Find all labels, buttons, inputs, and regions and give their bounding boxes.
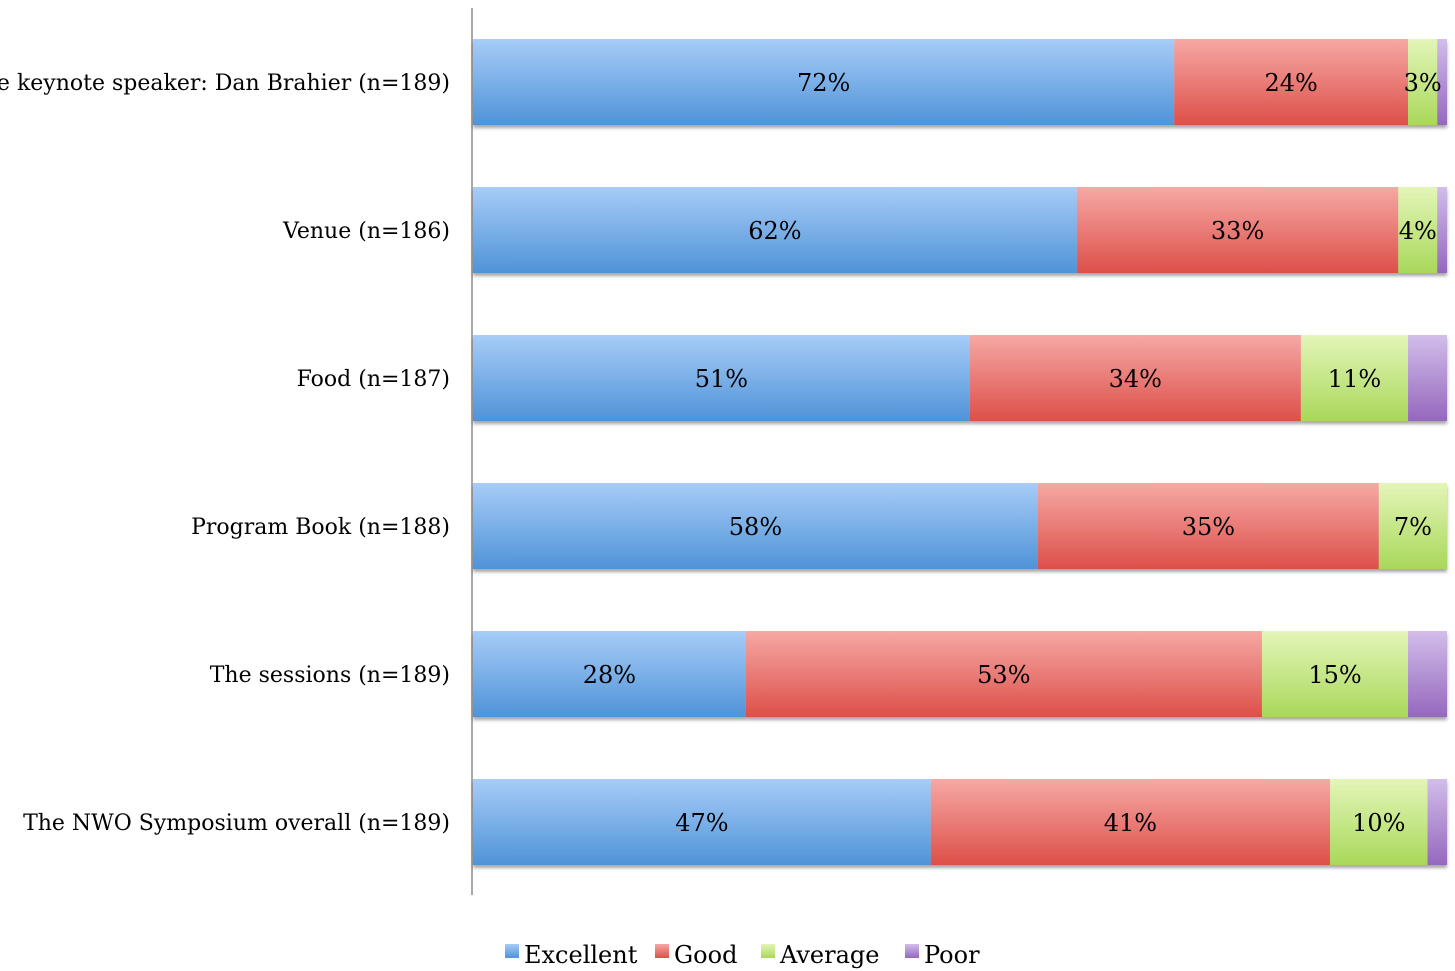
bar-segment-good xyxy=(1037,483,1379,569)
bar-segment-poor xyxy=(1427,779,1447,865)
data-label: 10% xyxy=(1352,809,1405,837)
data-label: 47% xyxy=(675,809,728,837)
category-label: The keynote speaker: Dan Brahier (n=189) xyxy=(0,71,450,96)
bar-segment-average xyxy=(1398,187,1438,273)
data-label: 4% xyxy=(1399,217,1437,245)
bar-segment-average xyxy=(1300,335,1409,421)
bar-segment-poor xyxy=(1437,187,1447,273)
data-label: 33% xyxy=(1211,217,1264,245)
bar-segment-excellent xyxy=(473,335,970,421)
bar-segment-average xyxy=(1330,779,1428,865)
bar-segment-poor xyxy=(1408,335,1447,421)
bar-segment-poor xyxy=(1408,631,1447,717)
bar-segment-average xyxy=(1378,483,1447,569)
bar-segment-good xyxy=(930,779,1331,865)
data-label: 53% xyxy=(977,661,1030,689)
bar-row xyxy=(473,335,1447,421)
category-labels: The keynote speaker: Dan Brahier (n=189)… xyxy=(0,71,450,836)
legend-swatch-average xyxy=(761,944,775,958)
data-label: 34% xyxy=(1109,365,1162,393)
bar-row xyxy=(473,779,1447,865)
data-label: 24% xyxy=(1264,69,1317,97)
legend-swatch-excellent xyxy=(505,944,519,958)
bar-row xyxy=(473,39,1447,125)
data-label: 35% xyxy=(1182,513,1235,541)
bar-row xyxy=(473,187,1447,273)
bar-segment-excellent xyxy=(473,779,931,865)
bar-segment-good xyxy=(1174,39,1409,125)
category-label: Program Book (n=188) xyxy=(191,515,450,540)
legend-swatch-good xyxy=(655,944,669,958)
bar-row xyxy=(473,631,1447,717)
bars-layer: 72% 24% 3% 62% 33% 4% 51% 34% 11% 58% 35% 7% 28% 53% 1… xyxy=(473,39,1447,865)
legend-label: Average xyxy=(779,941,879,969)
data-label: 58% xyxy=(729,513,782,541)
bar-segment-excellent xyxy=(473,631,746,717)
data-label: 72% xyxy=(797,69,850,97)
bar-segment-good xyxy=(1076,187,1399,273)
bar-segment-average xyxy=(1408,39,1438,125)
data-label: 15% xyxy=(1308,661,1361,689)
bar-segment-good xyxy=(745,631,1262,717)
bar-segment-excellent xyxy=(473,187,1077,273)
category-label: Venue (n=186) xyxy=(282,219,450,244)
legend-label: Good xyxy=(674,941,737,969)
data-label: 28% xyxy=(583,661,636,689)
bar-row xyxy=(473,483,1447,569)
bar-segment-average xyxy=(1261,631,1409,717)
category-label: Food (n=187) xyxy=(297,367,450,392)
data-label: 41% xyxy=(1104,809,1157,837)
legend-label: Poor xyxy=(924,941,980,969)
legend-label: Excellent xyxy=(524,941,638,969)
legend: Excellent Good Average Poor xyxy=(505,941,980,969)
data-label: 11% xyxy=(1328,365,1381,393)
category-label: The sessions (n=189) xyxy=(210,663,450,688)
bar-segment-excellent xyxy=(473,483,1038,569)
bar-segment-good xyxy=(969,335,1301,421)
bar-segment-excellent xyxy=(473,39,1175,125)
legend-swatch-poor xyxy=(905,944,919,958)
category-label: The NWO Symposium overall (n=189) xyxy=(23,811,450,836)
data-label: 62% xyxy=(748,217,801,245)
bar-segment-poor xyxy=(1437,39,1447,125)
data-label: 51% xyxy=(695,365,748,393)
data-label: 7% xyxy=(1394,513,1432,541)
data-label: 3% xyxy=(1404,69,1442,97)
